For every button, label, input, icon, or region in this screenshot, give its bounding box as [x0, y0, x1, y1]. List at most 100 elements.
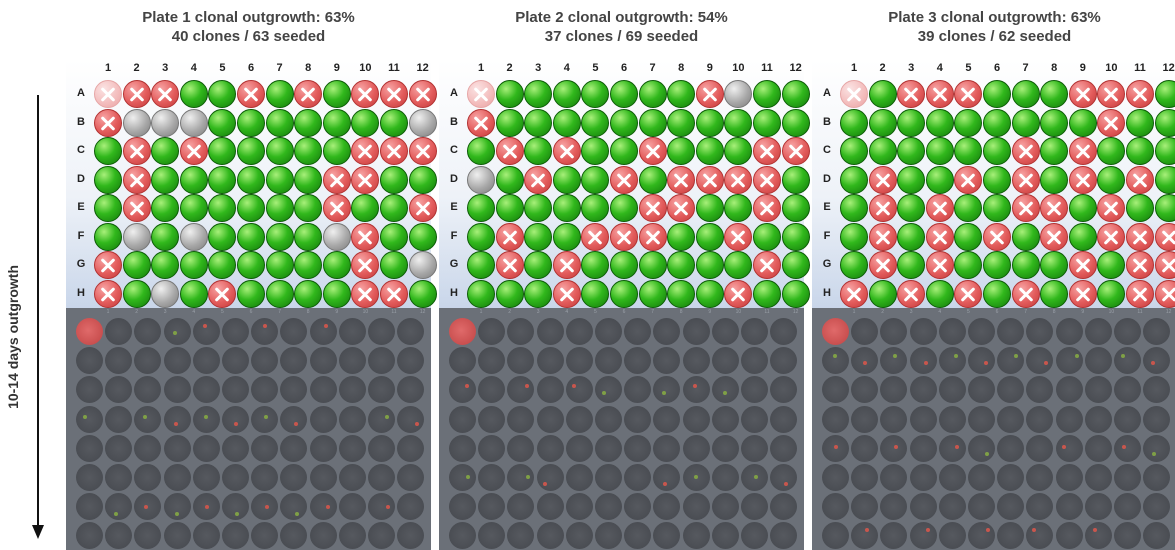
no-growth-well-icon	[237, 80, 265, 108]
colony-speck	[986, 528, 990, 533]
growth-well	[695, 137, 724, 165]
photo-well	[624, 376, 652, 404]
growth-well	[1097, 137, 1126, 165]
no-growth-well-icon	[408, 137, 437, 165]
growth-well	[408, 165, 437, 194]
photo-well	[192, 522, 220, 550]
growth-well	[781, 222, 810, 251]
photo-well	[741, 434, 768, 462]
photo-column-tick: 10	[735, 309, 742, 315]
no-growth-well-icon	[94, 108, 122, 137]
photo-well	[105, 347, 133, 375]
no-growth-well-icon	[868, 194, 897, 222]
photo-well	[624, 464, 652, 491]
column-label: 12	[789, 62, 802, 74]
colony-speck	[234, 421, 238, 426]
growth-well	[151, 222, 180, 251]
photo-well	[507, 318, 535, 345]
growth-well	[897, 222, 926, 251]
growth-well	[638, 108, 667, 137]
no-growth-well-icon	[408, 194, 437, 222]
plate-1-title-line: Plate 1 clonal outgrowth: 63%	[142, 9, 355, 26]
no-growth-well-icon	[1068, 137, 1097, 165]
growth-well	[294, 222, 323, 251]
photo-well	[536, 464, 564, 491]
growth-well	[552, 80, 581, 108]
photo-well	[880, 493, 908, 521]
photo-well	[1055, 464, 1083, 491]
row-label: D	[450, 172, 458, 185]
photo-well	[1026, 405, 1054, 433]
photo-well	[536, 522, 564, 550]
colony-speck	[114, 512, 119, 517]
growth-well	[208, 251, 237, 279]
photo-well	[565, 347, 593, 375]
photo-well	[565, 464, 593, 491]
growth-well	[265, 165, 294, 194]
growth-well	[208, 137, 237, 165]
growth-well	[954, 222, 983, 251]
row-label: E	[823, 201, 831, 213]
photo-well	[251, 347, 279, 375]
growth-well	[294, 279, 323, 308]
photo-well	[163, 493, 191, 521]
plate-3-subtitle-line: 39 clones / 62 seeded	[917, 28, 1072, 45]
photo-well	[909, 493, 937, 521]
photo-well	[741, 347, 768, 375]
colony-speck	[834, 444, 838, 449]
growth-well	[151, 165, 180, 194]
photo-column-tick: 6	[995, 309, 999, 315]
colony-speck	[202, 324, 207, 328]
photo-well	[478, 464, 506, 491]
no-growth-well-icon	[294, 80, 323, 108]
growth-well	[380, 251, 408, 279]
growth-well	[638, 251, 667, 279]
photo-well	[397, 464, 425, 491]
photo-well	[909, 376, 937, 404]
empty-well	[724, 80, 753, 108]
colony-speck	[294, 421, 299, 426]
photo-column-tick: 5	[221, 309, 224, 315]
photo-well	[1143, 464, 1171, 491]
no-growth-well-icon	[925, 251, 954, 279]
growth-well	[868, 80, 897, 108]
growth-well	[1011, 251, 1040, 279]
growth-well	[954, 194, 983, 222]
photo-well	[1114, 522, 1141, 550]
column-label: 2	[506, 62, 513, 74]
photo-well	[741, 318, 768, 345]
growth-well	[1126, 137, 1154, 165]
photo-column-tick: 9	[335, 309, 339, 315]
photo-well	[851, 318, 879, 345]
growth-well	[237, 222, 265, 251]
no-growth-well-icon	[495, 222, 524, 251]
growth-well	[1011, 80, 1040, 108]
column-label: 4	[190, 62, 197, 74]
empty-well	[151, 279, 180, 308]
growth-well	[724, 251, 753, 279]
photo-well	[1055, 347, 1083, 375]
photo-well	[1055, 318, 1083, 345]
growth-well	[840, 108, 868, 137]
colony-speck	[526, 475, 531, 479]
photo-well	[222, 434, 249, 462]
colony-speck	[415, 421, 420, 426]
photo-well	[251, 376, 279, 404]
photo-column-tick: 2	[881, 309, 884, 315]
colony-speck	[295, 512, 300, 517]
growth-well	[781, 194, 810, 222]
growth-well	[840, 194, 868, 222]
photo-well	[76, 522, 103, 550]
growth-well	[179, 165, 208, 194]
photo-well	[653, 434, 681, 462]
photo-well	[997, 434, 1025, 462]
colony-speck	[265, 505, 270, 510]
outgrowth-time-axis: 10-14 days outgrowth	[0, 95, 66, 550]
photo-well	[851, 493, 879, 521]
photo-well	[1114, 464, 1141, 491]
colony-speck	[894, 444, 899, 449]
photo-well	[595, 434, 622, 462]
photo-well	[1114, 434, 1141, 462]
row-label: A	[77, 87, 85, 99]
photo-well	[280, 347, 308, 375]
